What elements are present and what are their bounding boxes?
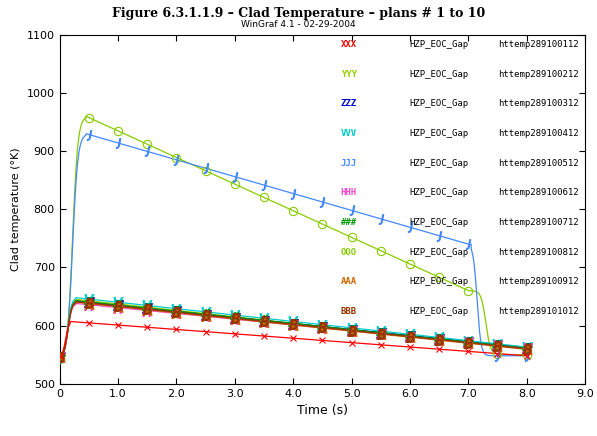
Text: httemp289100512: httemp289100512 [498,159,579,168]
Text: JJJ: JJJ [341,159,357,168]
Y-axis label: Clad temperature (°K): Clad temperature (°K) [11,147,21,271]
Text: httemp289100112: httemp289100112 [498,40,579,49]
Text: Figure 6.3.1.1.9 – Clad Temperature – plans # 1 to 10: Figure 6.3.1.1.9 – Clad Temperature – pl… [112,7,485,20]
Text: BBB: BBB [341,307,357,316]
Text: VVV: VVV [341,129,357,138]
Text: HZP_EOC_Gap: HZP_EOC_Gap [409,188,468,198]
Text: HZP_EOC_Gap: HZP_EOC_Gap [409,248,468,257]
Text: AAA: AAA [341,277,357,286]
Text: ###: ### [341,218,357,227]
Text: httemp289100212: httemp289100212 [498,70,579,79]
Text: YYY: YYY [341,70,357,79]
Text: HZP_EOC_Gap: HZP_EOC_Gap [409,99,468,109]
Text: WinGraf 4.1 - 02-29-2004: WinGraf 4.1 - 02-29-2004 [241,20,356,29]
Text: XXX: XXX [341,40,357,49]
Text: httemp289100812: httemp289100812 [498,248,579,257]
Text: HZP_EOC_Gap: HZP_EOC_Gap [409,307,468,316]
Text: HZP_EOC_Gap: HZP_EOC_Gap [409,277,468,286]
Text: ZZZ: ZZZ [341,99,357,109]
Text: httemp289100412: httemp289100412 [498,129,579,138]
Text: HZP_EOC_Gap: HZP_EOC_Gap [409,40,468,49]
Text: HZP_EOC_Gap: HZP_EOC_Gap [409,159,468,168]
Text: httemp289100712: httemp289100712 [498,218,579,227]
Text: HHH: HHH [341,188,357,198]
Text: httemp289101012: httemp289101012 [498,307,579,316]
Text: HZP_EOC_Gap: HZP_EOC_Gap [409,218,468,227]
Text: OOO: OOO [341,248,357,257]
X-axis label: Time (s): Time (s) [297,404,348,417]
Text: httemp289100612: httemp289100612 [498,188,579,198]
Text: httemp289100312: httemp289100312 [498,99,579,109]
Text: HZP_EOC_Gap: HZP_EOC_Gap [409,129,468,138]
Text: httemp289100912: httemp289100912 [498,277,579,286]
Text: HZP_EOC_Gap: HZP_EOC_Gap [409,70,468,79]
